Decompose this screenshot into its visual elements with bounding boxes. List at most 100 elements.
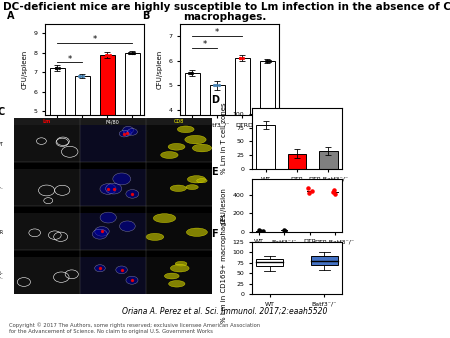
Point <box>256 228 264 234</box>
Bar <box>80 169 145 206</box>
Circle shape <box>94 265 105 272</box>
Bar <box>145 169 211 206</box>
Circle shape <box>126 190 139 198</box>
Text: *: * <box>215 28 219 37</box>
Ellipse shape <box>169 281 185 287</box>
Circle shape <box>123 126 134 134</box>
Point <box>332 191 339 196</box>
Text: A: A <box>7 11 15 21</box>
Point <box>304 186 311 191</box>
Bar <box>80 125 145 162</box>
Circle shape <box>126 276 138 284</box>
Ellipse shape <box>186 185 198 190</box>
FancyBboxPatch shape <box>310 256 338 265</box>
Bar <box>145 125 211 162</box>
Y-axis label: CFU/spleen: CFU/spleen <box>22 50 28 89</box>
Point <box>118 267 125 272</box>
Text: D: D <box>212 95 220 105</box>
Text: E: E <box>212 167 218 177</box>
Text: F: F <box>212 230 218 240</box>
Point <box>124 131 131 136</box>
FancyBboxPatch shape <box>256 259 284 266</box>
Circle shape <box>94 226 109 236</box>
Text: WT: WT <box>0 142 4 147</box>
Ellipse shape <box>197 178 207 183</box>
Circle shape <box>120 221 135 232</box>
Circle shape <box>127 128 137 135</box>
Ellipse shape <box>164 273 179 279</box>
Bar <box>125 53 140 208</box>
Point <box>106 52 113 57</box>
Point <box>80 73 87 79</box>
Bar <box>145 213 211 250</box>
Y-axis label: % Lm in CD169+ macrophages: % Lm in CD169+ macrophages <box>221 213 227 322</box>
Ellipse shape <box>186 228 207 237</box>
Point <box>102 52 109 57</box>
Bar <box>80 257 145 294</box>
Text: Batf3⁻/⁻: Batf3⁻/⁻ <box>0 186 4 191</box>
Ellipse shape <box>187 176 206 183</box>
Bar <box>288 153 306 169</box>
Y-axis label: CFU/lesion: CFU/lesion <box>221 187 227 224</box>
Ellipse shape <box>170 185 186 192</box>
Point <box>239 55 246 61</box>
Y-axis label: CFU/spleen: CFU/spleen <box>157 50 163 89</box>
Point <box>104 52 111 57</box>
Text: CD8α+ DC-deficient mice are highly susceptible to Lm infection in the absence of: CD8α+ DC-deficient mice are highly susce… <box>0 2 450 12</box>
Ellipse shape <box>192 144 212 152</box>
Point <box>212 82 219 88</box>
Bar <box>14 169 80 206</box>
Ellipse shape <box>177 126 194 132</box>
Point <box>128 50 135 55</box>
Circle shape <box>116 266 127 274</box>
Text: B: B <box>142 11 150 21</box>
Point <box>128 277 135 283</box>
Circle shape <box>123 130 131 136</box>
Point <box>262 58 269 63</box>
Y-axis label: % Lm in T cell zones: % Lm in T cell zones <box>221 103 227 174</box>
Point <box>77 73 84 79</box>
Point <box>260 228 267 233</box>
Bar <box>99 55 114 208</box>
Circle shape <box>119 130 129 137</box>
Ellipse shape <box>146 233 164 240</box>
Circle shape <box>100 184 116 194</box>
Point <box>309 188 316 194</box>
Bar <box>14 118 211 125</box>
Text: *: * <box>92 35 97 44</box>
Text: macrophages.: macrophages. <box>183 12 267 22</box>
Bar <box>14 125 80 162</box>
Point <box>185 70 193 76</box>
Circle shape <box>113 173 130 185</box>
Point <box>267 58 274 63</box>
Point <box>280 227 288 233</box>
Bar <box>14 213 80 250</box>
Ellipse shape <box>185 135 206 144</box>
Text: DTR: DTR <box>0 230 4 235</box>
Point <box>53 66 60 71</box>
Point <box>99 228 106 234</box>
Bar <box>75 76 90 208</box>
Point <box>125 50 132 55</box>
Point <box>281 228 288 233</box>
Ellipse shape <box>171 265 189 272</box>
Point <box>75 73 82 79</box>
Bar <box>210 85 225 209</box>
Point <box>188 70 195 76</box>
Text: DTR-
Batf3⁻/⁻: DTR- Batf3⁻/⁻ <box>0 271 4 282</box>
Point <box>56 66 63 71</box>
Bar <box>260 61 274 209</box>
Bar <box>234 58 249 209</box>
Point <box>255 228 262 233</box>
Bar <box>14 257 80 294</box>
Bar <box>50 68 64 208</box>
Point <box>96 266 104 271</box>
Ellipse shape <box>175 261 187 266</box>
Bar <box>145 257 211 294</box>
Point <box>104 186 112 192</box>
Point <box>53 66 60 71</box>
Text: F4/80: F4/80 <box>106 119 119 124</box>
Point <box>110 186 117 191</box>
Point <box>331 187 338 193</box>
Text: *: * <box>202 40 207 49</box>
